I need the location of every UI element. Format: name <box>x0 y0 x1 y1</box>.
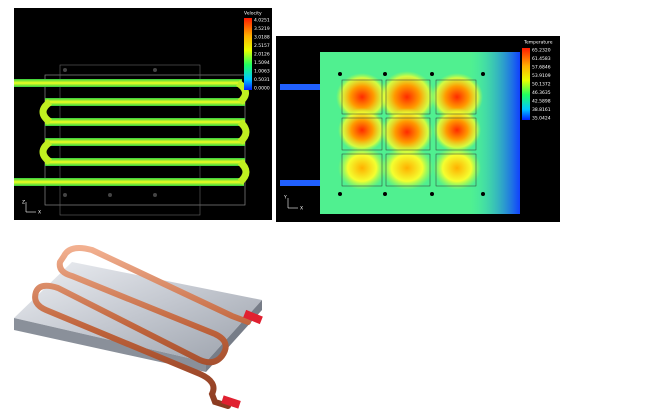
legend-label: 53.9109 <box>532 73 551 79</box>
legend-label: 1.5094 <box>254 60 270 66</box>
legend-label: 50.1372 <box>532 82 551 88</box>
legend-label: 65.2320 <box>532 48 551 54</box>
velocity-panel: Velocity Z X <box>14 8 272 220</box>
legend-label: 3.5219 <box>254 26 270 32</box>
temperature-panel: Temperature Y X <box>276 36 560 222</box>
legend-label: 0.0000 <box>254 86 270 92</box>
axis-label: X <box>300 206 303 212</box>
axis-label: X <box>38 210 41 216</box>
cold-plate-photo <box>14 245 263 409</box>
legend-label: 2.0126 <box>254 52 270 58</box>
axis-label: Y <box>283 195 287 201</box>
axis-label: Z <box>22 200 25 206</box>
legend-label: 2.5157 <box>254 43 270 49</box>
legend-title: Temperature <box>523 40 553 46</box>
legend-label: 1.0063 <box>254 69 270 75</box>
legend-label: 4.0251 <box>254 18 270 24</box>
legend-label: 46.3635 <box>532 90 551 96</box>
legend-label: 42.5898 <box>532 99 551 105</box>
legend-label: 35.0424 <box>532 116 551 122</box>
legend-label: 57.6846 <box>532 65 551 71</box>
legend-label: 0.5031 <box>254 77 270 83</box>
legend-label: 38.8161 <box>532 107 551 113</box>
legend-title: Velocity <box>244 11 262 17</box>
legend-label: 61.4583 <box>532 56 551 62</box>
legend-label: 3.0188 <box>254 35 270 41</box>
